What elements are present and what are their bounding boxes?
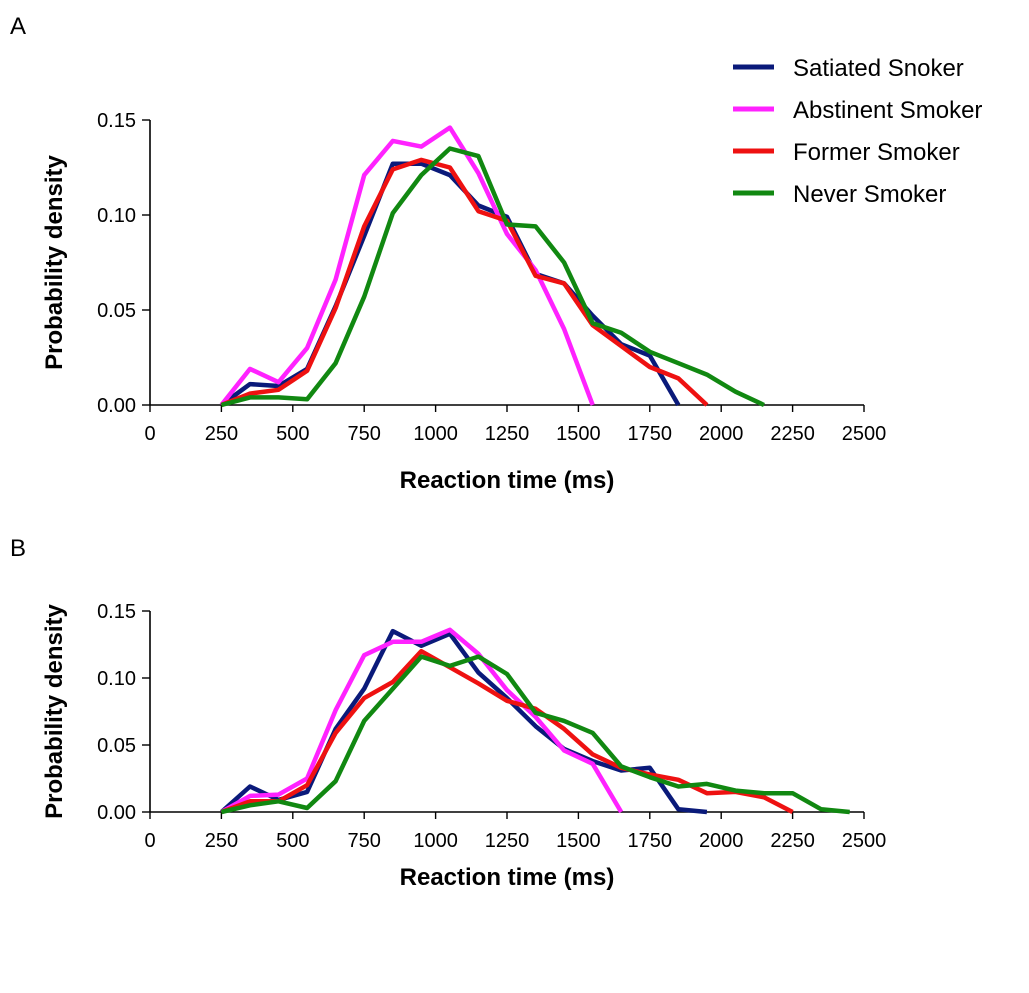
x-tick-label-a: 750: [348, 423, 381, 445]
x-tick-label-a: 1750: [628, 423, 673, 445]
x-tick-label-b: 500: [276, 830, 309, 852]
x-tick-label-b: 750: [348, 830, 381, 852]
x-tick-label-b: 2000: [699, 830, 744, 852]
x-tick-label-a: 1500: [556, 423, 601, 445]
x-axis-title-a: Reaction time (ms): [400, 467, 615, 494]
y-tick-label-b: 0.00: [97, 802, 136, 824]
x-tick-label-b: 250: [205, 830, 238, 852]
x-tick-label-a: 2000: [699, 423, 744, 445]
y-axis-title-b: Probability density: [41, 603, 68, 818]
y-tick-label-b: 0.10: [97, 668, 136, 690]
y-axis-title-a: Probability density: [41, 154, 68, 369]
series-line-former-smoker-a: [220, 157, 709, 408]
legend-label-abstinent-smoker: Abstinent Smoker: [793, 97, 982, 124]
series-line-never-smoker-a: [220, 146, 765, 408]
x-tick-label-a: 2500: [842, 423, 887, 445]
x-tick-label-a: 0: [144, 423, 155, 445]
x-tick-label-b: 1750: [628, 830, 673, 852]
y-tick-label-a: 0.00: [97, 395, 136, 417]
legend-label-never-smoker: Never Smoker: [793, 181, 946, 208]
legend-label-satiated-snoker: Satiated Snoker: [793, 55, 964, 82]
x-tick-label-a: 2250: [770, 423, 815, 445]
x-tick-label-b: 1250: [485, 830, 530, 852]
x-tick-label-b: 2500: [842, 830, 887, 852]
panel-label-b: B: [10, 535, 26, 562]
y-tick-label-b: 0.15: [97, 601, 136, 623]
series-line-abstinent-smoker-a: [219, 125, 595, 407]
x-tick-label-a: 250: [205, 423, 238, 445]
x-tick-label-a: 500: [276, 423, 309, 445]
legend-label-former-smoker: Former Smoker: [793, 139, 960, 166]
x-tick-label-a: 1250: [485, 423, 530, 445]
x-tick-label-b: 0: [144, 830, 155, 852]
y-tick-label-a: 0.10: [97, 205, 136, 227]
panel-label-a: A: [10, 13, 26, 40]
series-line-abstinent-smoker-b: [220, 627, 624, 814]
y-tick-label-a: 0.15: [97, 110, 136, 132]
x-tick-label-b: 1000: [413, 830, 458, 852]
x-axis-title-b: Reaction time (ms): [400, 864, 615, 891]
series-line-never-smoker-b: [220, 654, 850, 815]
x-tick-label-b: 2250: [770, 830, 815, 852]
y-tick-label-b: 0.05: [97, 735, 136, 757]
x-tick-label-b: 1500: [556, 830, 601, 852]
series-line-former-smoker-b: [220, 648, 794, 815]
x-tick-label-a: 1000: [413, 423, 458, 445]
y-tick-label-a: 0.05: [97, 300, 136, 322]
